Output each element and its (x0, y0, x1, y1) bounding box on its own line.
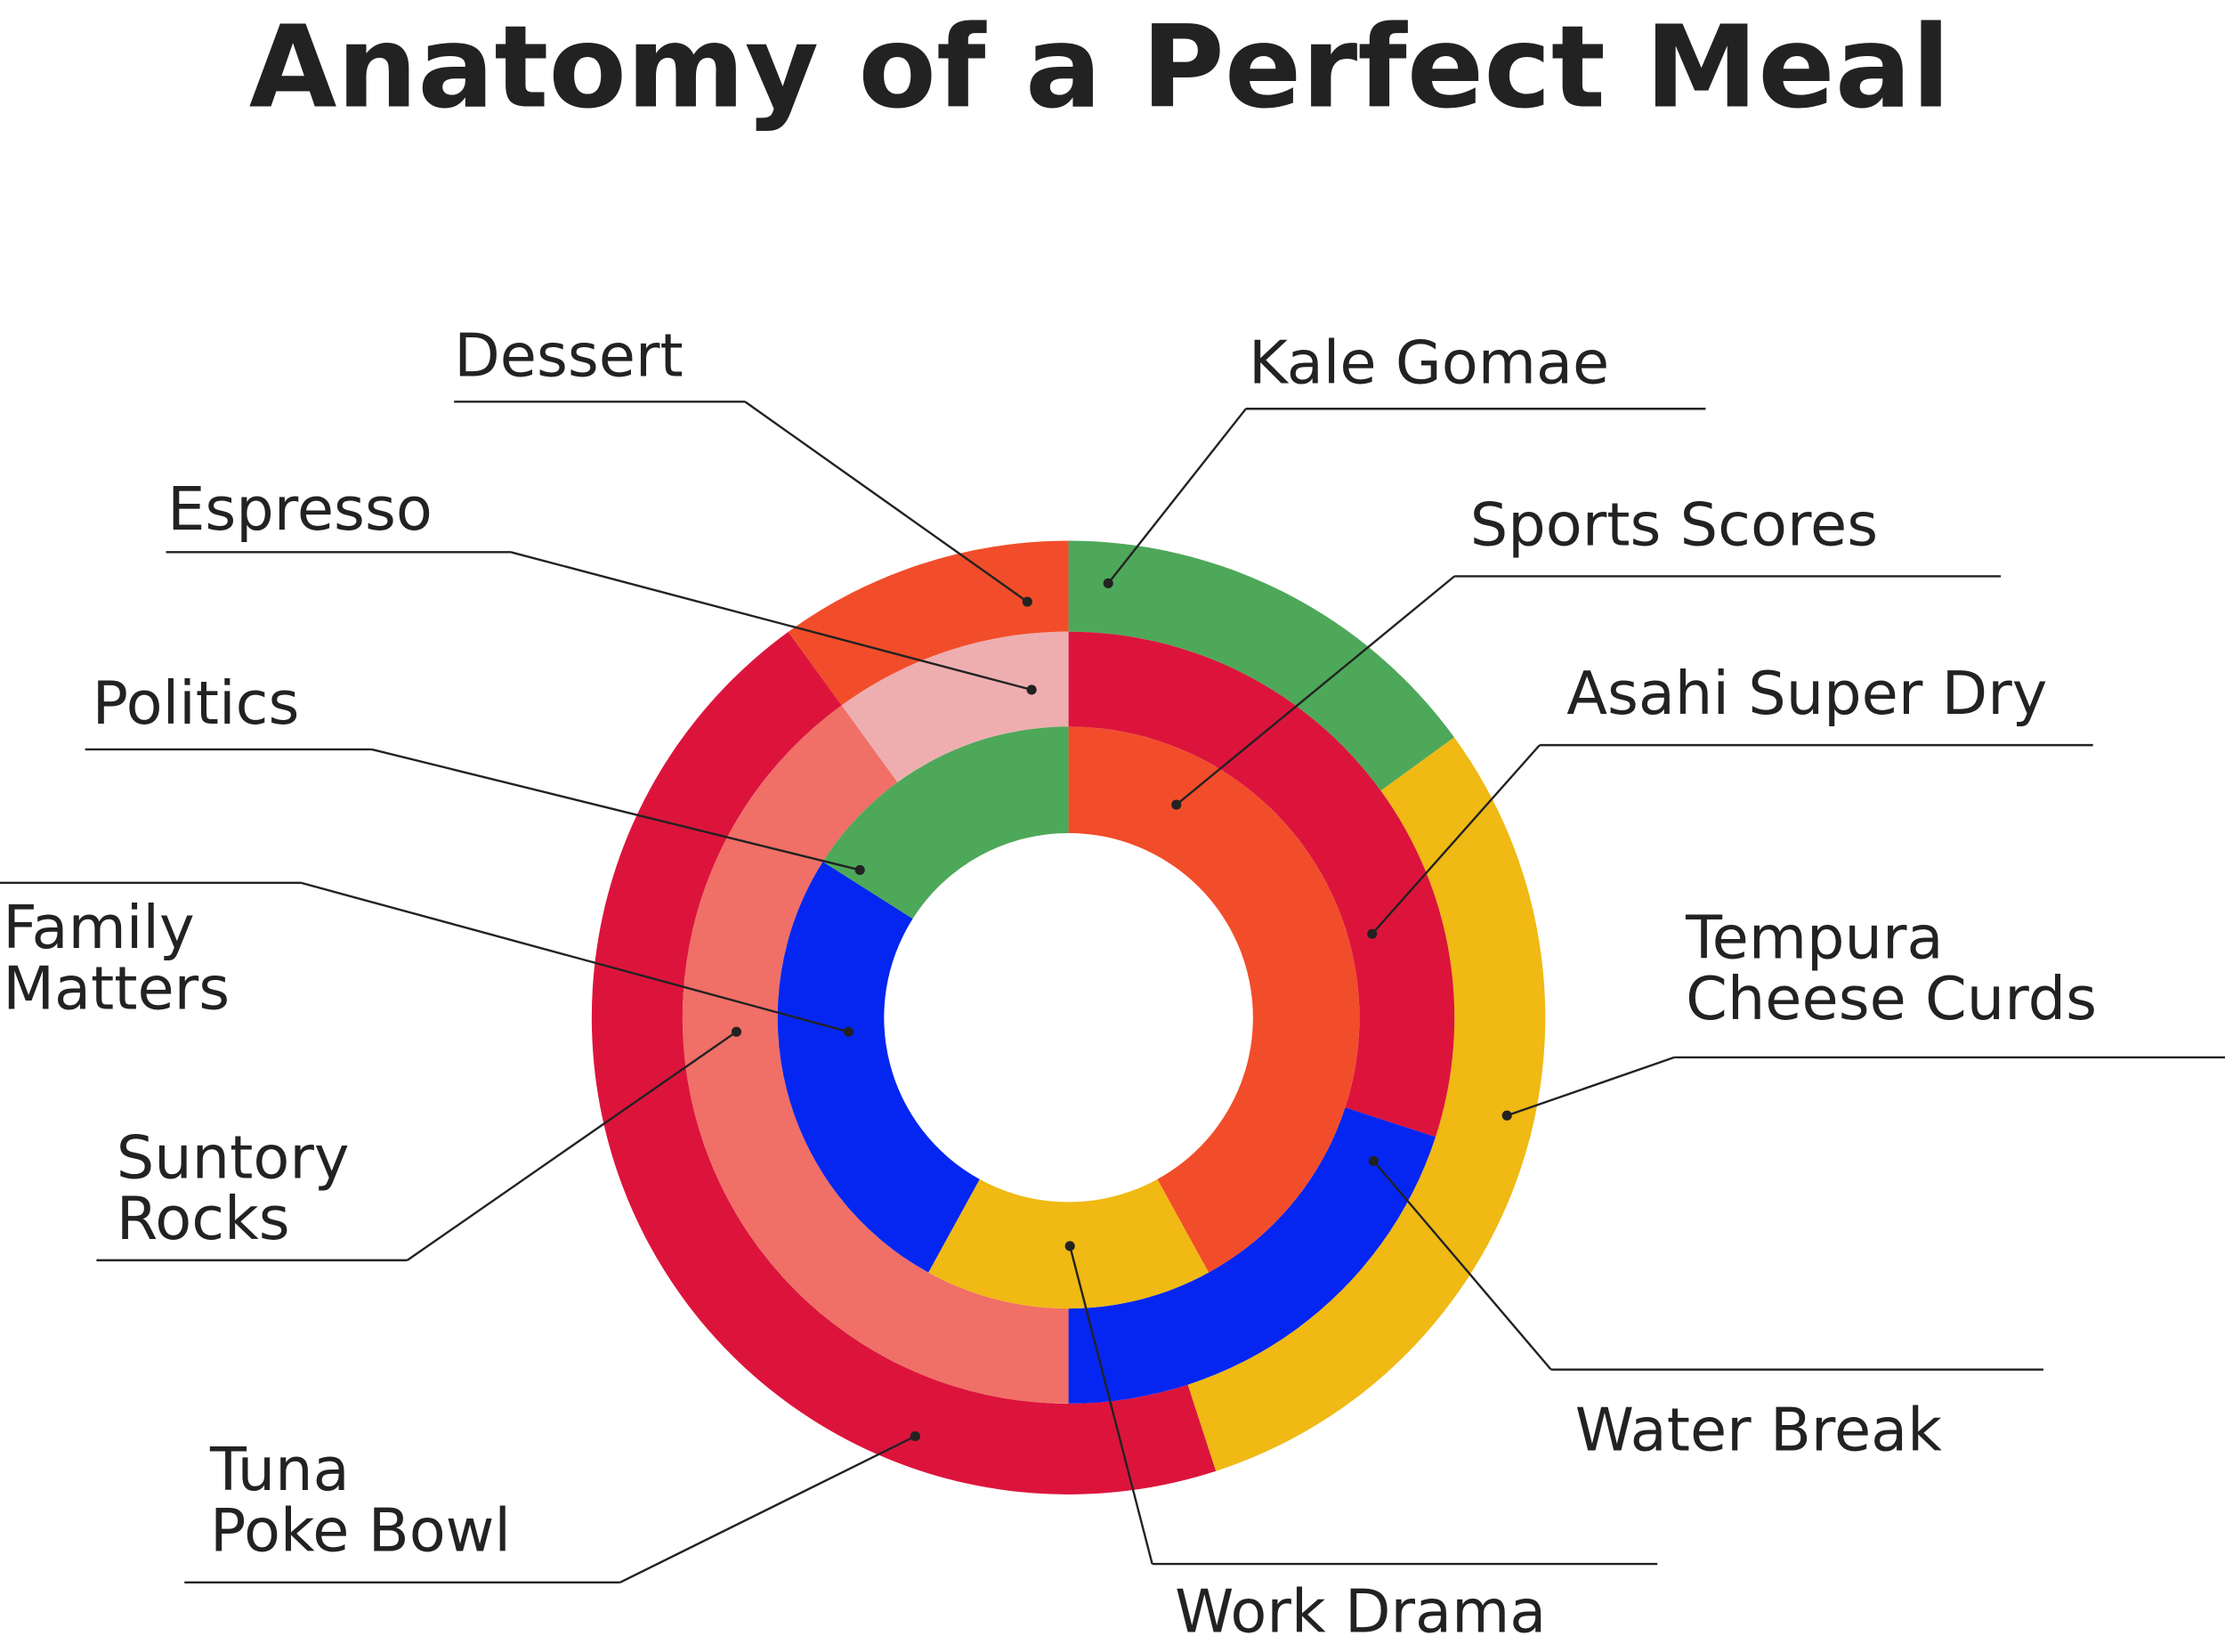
leader-line (300, 881, 849, 1033)
leader-dot (1103, 578, 1113, 588)
leader-dot (1501, 1110, 1512, 1121)
leader-line (1506, 1056, 1675, 1117)
leader-dot (910, 1431, 920, 1442)
ring-segment (682, 705, 1069, 1404)
leader-line (744, 401, 1029, 603)
ring-segment (591, 631, 1217, 1494)
ring-segment (1068, 1107, 1436, 1404)
ring-segment (1068, 726, 1360, 1273)
label-line: Sports Scores (1470, 490, 1878, 559)
segment-label: Espresso (167, 474, 433, 544)
segment-label: Tempura Cheese Curds (1685, 903, 2097, 1033)
leader-line (1175, 575, 1456, 806)
ring-segment (1187, 737, 1546, 1471)
ring-segment (1068, 540, 1454, 791)
leader-line (619, 1435, 916, 1583)
label-line: Work Drama (1175, 1577, 1546, 1647)
segment-label: Work Drama (1175, 1577, 1546, 1647)
leader-dot (1171, 799, 1182, 810)
label-line: Matters (3, 954, 230, 1024)
label-line: Espresso (167, 474, 433, 544)
segment-label: Tuna Poke Bowl (209, 1435, 511, 1566)
leader-line (1372, 1160, 1552, 1371)
leader-line (406, 1031, 738, 1261)
leader-dot (1064, 1241, 1075, 1251)
label-line: Tempura (1685, 903, 1943, 972)
ring-segment (1068, 631, 1455, 1138)
leader-line (1069, 1245, 1153, 1565)
label-line: Poke Bowl (210, 1496, 511, 1566)
leader-line (510, 551, 1032, 692)
leader-dot (843, 1026, 854, 1037)
label-line: Tuna (209, 1435, 350, 1504)
label-line: Water Break (1575, 1396, 1942, 1465)
segment-label: Asahi Super Dry (1566, 659, 2047, 728)
label-line: Cheese Curds (1686, 964, 2097, 1033)
segment-label: Suntory Rocks (117, 1122, 350, 1253)
leader-line (1107, 408, 1247, 585)
label-line: Rocks (117, 1184, 290, 1253)
leader-dot (854, 864, 865, 876)
segment-label: Water Break (1575, 1396, 1942, 1465)
leader-line (371, 748, 861, 871)
label-line: Kale Gomae (1249, 328, 1609, 398)
label-line: Asahi Super Dry (1566, 659, 2047, 728)
ring-segment (841, 631, 1069, 782)
chart-title: Anatomy of a Perfect Meal (249, 3, 1951, 134)
segment-label: Kale Gomae (1249, 328, 1609, 398)
segment-label: Family Matters (3, 893, 230, 1024)
leader-dot (1022, 596, 1032, 607)
label-line: Dessert (454, 321, 683, 391)
leader-dot (1026, 684, 1037, 695)
segment-label: Dessert (454, 321, 683, 391)
leader-dot (731, 1026, 742, 1037)
leader-dot (1367, 928, 1378, 939)
ring-segment (777, 862, 980, 1273)
ring-segment (822, 726, 1069, 919)
label-line: Politics (93, 668, 300, 738)
leader-line (1371, 744, 1541, 935)
label-line: Suntory (117, 1122, 350, 1192)
segment-label: Sports Scores (1470, 490, 1878, 559)
label-line: Family (3, 893, 194, 962)
segment-label: Politics (93, 668, 300, 738)
leader-dot (1368, 1155, 1379, 1166)
